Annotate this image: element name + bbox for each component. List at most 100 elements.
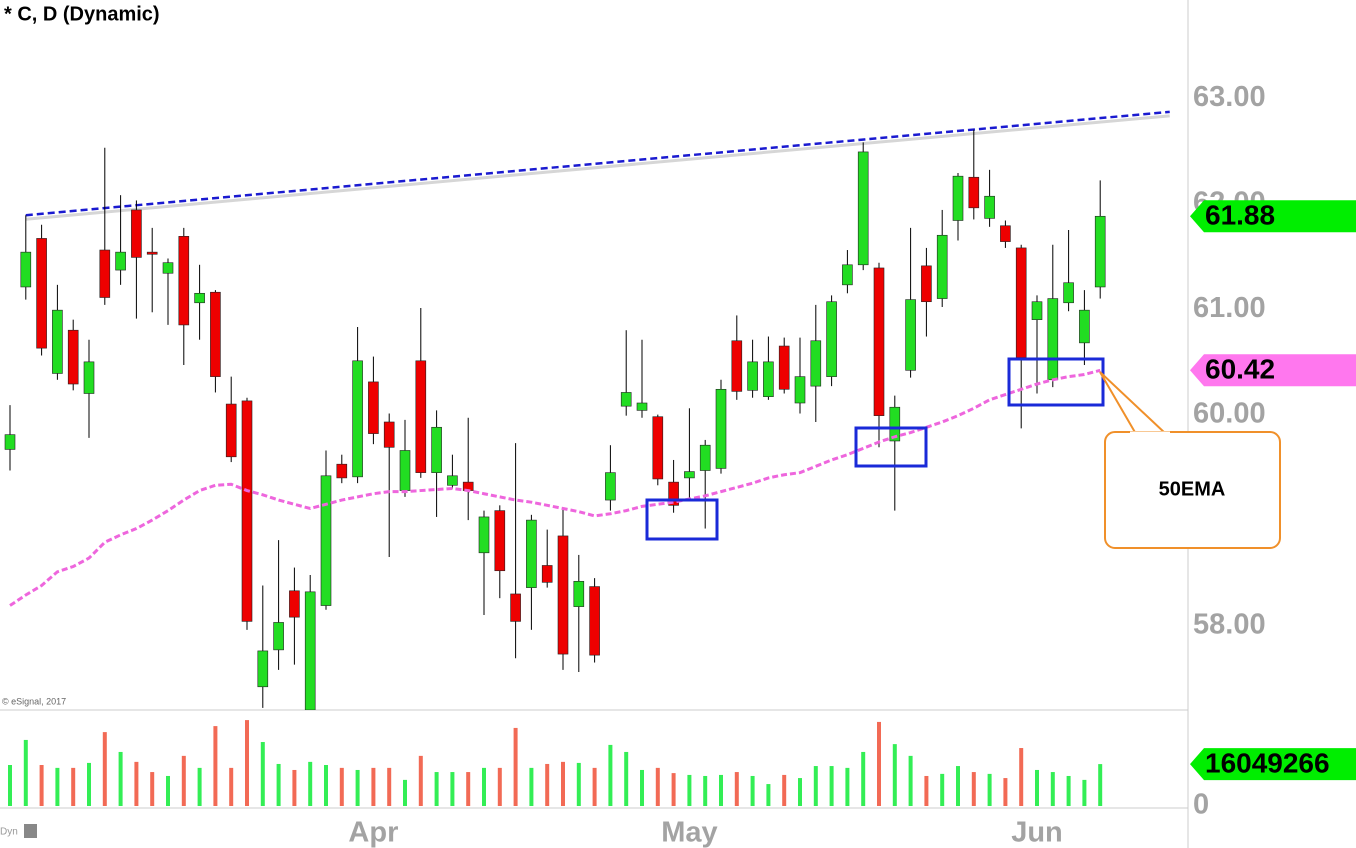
volume-bar [339, 767, 344, 806]
candle-body [20, 251, 32, 288]
volume-bar [734, 772, 739, 806]
volume-bar [308, 761, 313, 806]
volume-bar [166, 775, 170, 806]
volume-bar [418, 755, 423, 806]
candle-body [115, 251, 126, 271]
candle-body [494, 510, 506, 572]
volume-bar [403, 779, 407, 806]
candle-body [826, 301, 837, 377]
candle-body [968, 176, 980, 209]
candle-body [383, 421, 395, 448]
y-tick-label: 58.00 [1193, 608, 1266, 640]
volume-bar [1066, 775, 1071, 806]
volume-bar [798, 778, 802, 806]
volume-bar [861, 751, 866, 806]
candle-body [241, 400, 253, 622]
candle-body [1000, 225, 1011, 242]
volume-bar [118, 751, 123, 806]
last-volume-label-bg [1190, 748, 1356, 781]
volume-bar [213, 726, 218, 806]
trendline-shadow [25, 114, 1170, 221]
volume-bar [1003, 778, 1008, 806]
candle-body [210, 291, 221, 377]
candle-body [778, 345, 790, 390]
candle-body [794, 376, 806, 404]
volume-bar [55, 767, 60, 806]
volume-bar [971, 772, 976, 806]
candle-body [573, 580, 585, 607]
candle-body [304, 591, 316, 710]
volume-bar [750, 775, 755, 806]
candle-body [936, 234, 948, 299]
volume-bar [766, 784, 771, 806]
volume-bar [482, 767, 486, 806]
last-ema-label-bg [1190, 354, 1356, 387]
candle-body [67, 329, 79, 385]
volume-bar [624, 751, 629, 806]
volume-bar [292, 769, 297, 806]
volume-bar [719, 774, 723, 806]
volume-bar [1019, 748, 1024, 806]
candle-body [478, 516, 490, 554]
volume-bar [813, 766, 818, 806]
candle-body [952, 175, 964, 221]
highlight-box [854, 426, 928, 468]
highlight-box [645, 498, 719, 541]
volume-bar [924, 775, 929, 806]
candle-body [99, 249, 111, 298]
volume-bar [529, 767, 534, 806]
volume-bar [197, 767, 202, 806]
volume-bar [181, 755, 186, 806]
trendline [25, 110, 1170, 217]
candle-body [684, 471, 695, 479]
callout-pointer [1099, 371, 1167, 435]
candle-body [652, 416, 664, 480]
ema-line [9, 368, 1101, 607]
volume-bar [687, 774, 692, 806]
candle-body [178, 236, 190, 326]
volume-bar [355, 769, 360, 806]
volume-bar [245, 720, 249, 806]
volume-bar [8, 765, 12, 806]
candle-body [731, 340, 743, 392]
volume-bar [1035, 769, 1039, 806]
volume-bar [987, 773, 992, 806]
candle-body [146, 251, 158, 255]
callout-text: 50EMA [1159, 478, 1226, 500]
candle-body [4, 434, 16, 450]
candle-body [289, 590, 300, 618]
volume-bar [576, 762, 581, 806]
candle-body [399, 450, 411, 491]
candle-body [431, 426, 442, 473]
candle-body [83, 361, 95, 394]
candle-body [131, 209, 142, 258]
candle-body [257, 650, 269, 688]
volume-bar [956, 766, 960, 806]
volume-bar [23, 739, 28, 806]
volume-bar [39, 765, 44, 806]
volume-bar [561, 761, 565, 806]
volume-bar [1098, 764, 1103, 806]
candle-body [52, 309, 63, 374]
volume-bar [940, 773, 945, 806]
candle-body [1094, 215, 1106, 288]
candle-body [620, 392, 632, 407]
volume-bar [466, 772, 471, 806]
last-close-label: 61.88 [1205, 200, 1275, 231]
volume-bar [450, 772, 455, 806]
highlight-box [1007, 357, 1105, 407]
candle-body [668, 481, 679, 506]
volume-bar [150, 772, 155, 806]
volume-bar [845, 767, 850, 806]
candle-body [905, 299, 916, 371]
volume-bar [387, 767, 392, 806]
callout-box [1104, 431, 1281, 549]
volume-bar [908, 755, 913, 806]
candle-body [810, 340, 822, 387]
candle-body [162, 262, 174, 274]
footer-icon [24, 824, 37, 838]
candle-body [557, 535, 569, 655]
volume-bar [592, 767, 597, 806]
candle-body [368, 381, 379, 434]
